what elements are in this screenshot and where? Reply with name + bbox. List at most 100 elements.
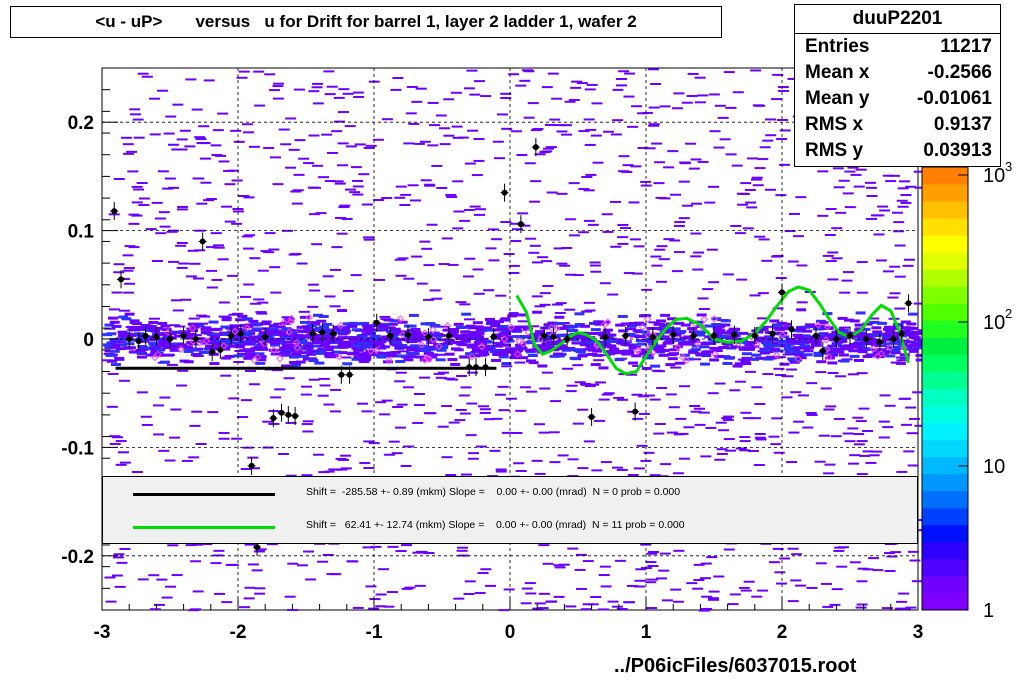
histogram-cell: [372, 138, 384, 141]
colorbar-band: [922, 422, 968, 441]
histogram-cell: [600, 585, 612, 588]
histogram-cell: [301, 423, 313, 426]
histogram-cell: [303, 346, 314, 350]
histogram-cell: [336, 309, 347, 313]
profile-point: [209, 349, 216, 356]
histogram-cell: [163, 353, 174, 357]
histogram-cell: [647, 326, 658, 330]
histogram-cell: [856, 372, 868, 375]
histogram-cell: [471, 174, 483, 177]
colorbar-tick-label: 10: [983, 312, 1005, 334]
histogram-cell: [348, 321, 359, 325]
histogram-cell: [109, 343, 120, 347]
histogram-cell: [707, 392, 719, 395]
histogram-cell: [907, 312, 918, 316]
profile-point: [254, 544, 261, 551]
histogram-cell: [168, 324, 180, 327]
histogram-cell: [441, 456, 453, 459]
histogram-cell: [560, 124, 572, 127]
histogram-cell: [375, 353, 386, 357]
colorbar-band: [922, 456, 968, 475]
histogram-cell: [243, 247, 255, 250]
histogram-cell: [587, 603, 599, 606]
histogram-cell: [263, 251, 275, 254]
histogram-cell: [113, 338, 124, 342]
histogram-cell: [532, 310, 543, 314]
histogram-cell: [144, 328, 155, 332]
histogram-cell: [337, 111, 349, 114]
histogram-cell: [660, 463, 672, 466]
histogram-cell: [647, 578, 659, 581]
histogram-cell: [397, 320, 408, 324]
histogram-cell: [788, 212, 800, 215]
histogram-cell: [165, 115, 177, 118]
histogram-cell: [591, 469, 603, 472]
histogram-cell: [562, 367, 574, 370]
histogram-cell: [508, 264, 520, 267]
histogram-cell: [531, 295, 543, 298]
colorbar-tick-label: 10: [983, 456, 1005, 478]
histogram-cell: [906, 432, 918, 435]
histogram-cell: [426, 341, 437, 345]
histogram-cell: [390, 327, 401, 331]
histogram-cell: [302, 420, 314, 423]
open-marker: [814, 321, 822, 329]
histogram-cell: [690, 410, 702, 413]
histogram-cell: [300, 393, 312, 396]
colorbar-band: [922, 575, 968, 594]
histogram-cell: [830, 435, 842, 438]
histogram-cell: [753, 464, 765, 467]
histogram-cell: [691, 202, 703, 205]
histogram-cell: [335, 330, 346, 334]
histogram-cell: [191, 410, 203, 413]
histogram-cell: [277, 453, 289, 456]
histogram-cell: [358, 359, 369, 363]
histogram-cell: [521, 587, 533, 590]
histogram-cell: [250, 347, 261, 351]
histogram-cell: [909, 559, 921, 562]
histogram-cell: [413, 142, 425, 145]
colorbar-band: [922, 201, 968, 219]
histogram-cell: [460, 330, 471, 334]
histogram-cell: [775, 194, 787, 197]
histogram-cell: [362, 236, 374, 239]
histogram-cell: [465, 336, 476, 340]
colorbar-frame: [921, 166, 969, 611]
histogram-cell: [116, 343, 127, 347]
open-marker: [260, 339, 268, 348]
histogram-cell: [559, 264, 571, 267]
histogram-cell: [261, 320, 272, 324]
histogram-cell: [198, 125, 210, 128]
histogram-cell: [632, 329, 643, 333]
histogram-cell: [641, 288, 653, 291]
histogram-cell: [795, 196, 807, 199]
histogram-cell: [623, 95, 635, 98]
histogram-cell: [502, 335, 513, 339]
histogram-cell: [415, 87, 427, 90]
histogram-cell: [306, 324, 317, 328]
histogram-cell: [754, 403, 766, 406]
histogram-cell: [896, 470, 908, 473]
histogram-cell: [898, 592, 910, 595]
histogram-cell: [212, 327, 223, 331]
profile-point: [111, 208, 118, 215]
histogram-cell: [736, 278, 748, 281]
histogram-cell: [210, 335, 221, 339]
histogram-cell: [256, 312, 268, 315]
colorbar-band: [922, 405, 968, 424]
histogram-cell: [853, 443, 865, 446]
histogram-cell: [531, 261, 543, 264]
histogram-cell: [362, 328, 373, 332]
histogram-cell: [500, 328, 511, 332]
histogram-cell: [800, 325, 811, 329]
histogram-cell: [741, 361, 752, 365]
histogram-cell: [308, 90, 320, 93]
histogram-cell: [111, 324, 122, 328]
histogram-cell: [155, 348, 166, 352]
histogram-cell: [634, 579, 646, 582]
histogram-cell: [908, 349, 919, 353]
histogram-cell: [625, 373, 637, 376]
histogram-cell: [483, 289, 495, 292]
histogram-cell: [856, 603, 868, 606]
histogram-cell: [157, 339, 168, 343]
